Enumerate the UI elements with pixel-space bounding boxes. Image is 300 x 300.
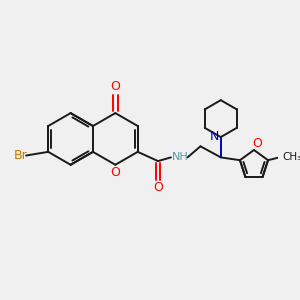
Text: CH₃: CH₃ — [282, 152, 300, 161]
Text: O: O — [110, 80, 120, 93]
Text: N: N — [210, 130, 219, 143]
Text: O: O — [153, 181, 163, 194]
Text: O: O — [110, 166, 120, 178]
Text: Br: Br — [14, 149, 27, 162]
Text: NH: NH — [172, 152, 188, 162]
Text: O: O — [253, 137, 262, 150]
